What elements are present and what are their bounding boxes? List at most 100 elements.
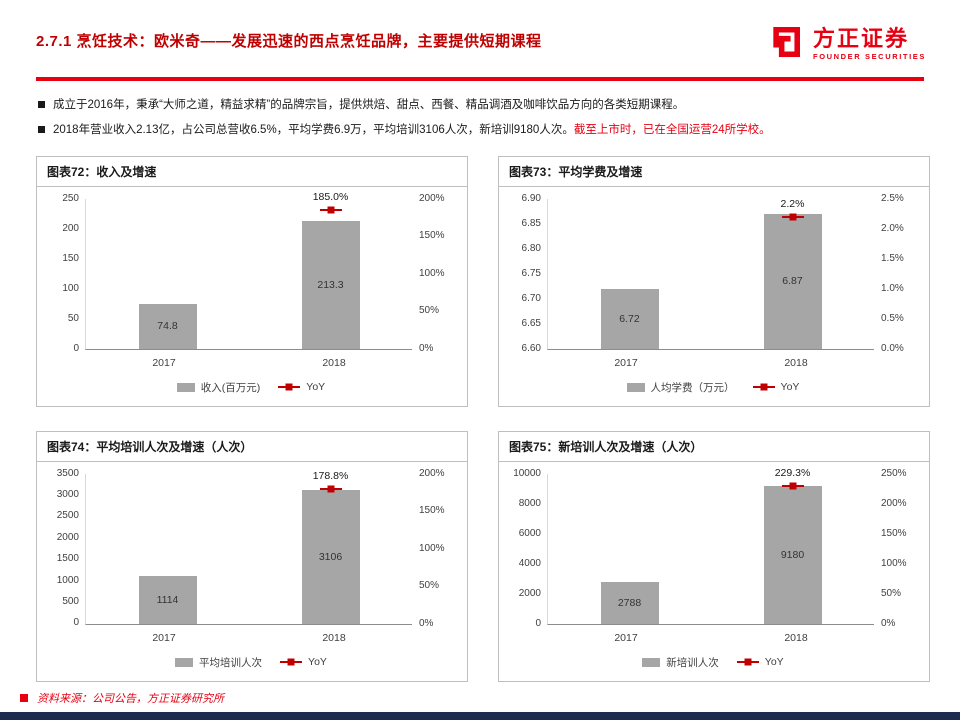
bullet-item: 2018年营业收入2.13亿，占公司总营收6.5%，平均学费6.9万，平均培训3… — [38, 122, 922, 139]
category-axis: 2017 2018 — [43, 629, 459, 644]
chart-legend: 收入(百万元) YoY — [43, 369, 459, 404]
yoy-value-label: 185.0% — [312, 190, 349, 203]
category-axis: 2017 2018 — [43, 354, 459, 369]
yoy-square-icon — [327, 206, 334, 214]
chart-title: 图表72：收入及增速 — [37, 157, 467, 187]
right-axis-tick: 2.5% — [881, 192, 904, 204]
right-axis-tick: 200% — [881, 497, 907, 509]
left-axis-tick: 200 — [62, 222, 79, 234]
bar: 2788 — [600, 581, 659, 624]
left-axis-tick: 3000 — [56, 488, 79, 500]
bar-value-label: 1114 — [156, 593, 179, 606]
yoy-value-label: 2.2% — [780, 197, 805, 210]
left-axis-tick: 8000 — [518, 497, 541, 509]
chart-body: 3500 3000 2500 2000 1500 1000 500 0 1114 3106 178… — [37, 462, 467, 681]
right-axis-tick: 150% — [419, 230, 445, 241]
bullet-text: 2018年营业收入2.13亿，占公司总营收6.5%，平均学费6.9万，平均培训3… — [53, 122, 771, 139]
yoy-value-label: 178.8% — [312, 470, 349, 483]
bar-group: 213.3 185.0% — [249, 191, 412, 349]
left-axis-ticks: 6.90 6.85 6.80 6.75 6.70 6.65 6.60 — [505, 192, 547, 354]
bar-value-label: 74.8 — [157, 320, 178, 333]
legend-yoy-label: YoY — [764, 656, 784, 668]
right-axis-tick: 150% — [881, 527, 907, 539]
right-axis-tick: 2.0% — [881, 222, 904, 234]
bar-value-label: 9180 — [780, 548, 805, 561]
category-label: 2017 — [152, 356, 176, 369]
legend-bar-swatch-icon — [176, 382, 195, 392]
left-axis-tick: 6.70 — [521, 292, 541, 304]
founder-logo-icon — [765, 22, 805, 67]
left-axis-tick: 250 — [62, 192, 79, 204]
bar-group: 2788 — [548, 474, 711, 624]
category-label: 2018 — [784, 356, 808, 369]
left-axis-tick: 2000 — [518, 587, 541, 599]
right-axis-ticks: 250% 200% 150% 100% 50% 0% — [874, 467, 921, 629]
bar-group: 9180 229.3% — [711, 467, 874, 624]
legend-yoy-label: YoY — [780, 381, 800, 393]
right-axis-tick: 0.5% — [881, 312, 904, 324]
plot-area: 2788 9180 229.3% — [547, 467, 874, 625]
bar-group: 6.87 2.2% — [711, 197, 874, 349]
left-axis-ticks: 3500 3000 2500 2000 1500 1000 500 0 — [43, 467, 85, 629]
chart-body: 10000 8000 6000 4000 2000 0 2788 9180 229.3% 25… — [499, 462, 929, 681]
right-axis-tick: 0% — [419, 342, 434, 354]
logo-en-text: FOUNDER SECURITIES — [813, 52, 926, 62]
right-axis-tick: 50% — [881, 587, 902, 599]
right-axis-tick: 0% — [419, 617, 434, 629]
bullet-text: 成立于2016年，秉承“大师之道，精益求精”的品牌宗旨，提供烘焙、甜点、西餐、精… — [53, 97, 684, 114]
left-axis-ticks: 10000 8000 6000 4000 2000 0 — [505, 468, 547, 629]
header: 2.7.1 烹饪技术：欧米奇——发展迅速的西点烹饪品牌，主要提供短期课程 方正证… — [0, 0, 960, 67]
bottom-navy-bar — [0, 712, 960, 720]
legend-yoy-swatch-icon — [752, 383, 775, 392]
legend-bar-swatch-icon — [626, 382, 645, 392]
right-axis-tick: 100% — [419, 267, 445, 279]
legend-bar-label: 平均培训人次 — [199, 656, 263, 669]
bar-value-label: 6.72 — [619, 312, 640, 325]
chart-legend: 新培训人次 YoY — [505, 644, 921, 679]
right-axis-tick: 50% — [419, 305, 440, 316]
left-axis-tick: 0 — [73, 617, 79, 629]
bar-group: 3106 178.8% — [249, 470, 412, 624]
right-axis-tick: 250% — [881, 467, 907, 479]
bullet-square-icon — [38, 101, 45, 108]
chart-legend: 人均学费（万元） YoY — [505, 369, 921, 404]
category-axis: 2017 2018 — [505, 629, 921, 644]
footer-square-icon — [20, 694, 28, 702]
yoy-square-icon — [744, 658, 752, 666]
left-axis-tick: 6.75 — [521, 267, 541, 279]
yoy-marker-icon — [781, 213, 804, 221]
left-axis-tick: 6.85 — [521, 217, 541, 229]
plot-row: 250 200 150 100 50 0 74.8 213.3 185.0% 200% 150%… — [43, 191, 459, 354]
category-label: 2018 — [322, 356, 346, 369]
bullet-text-main: 2018年营业收入2.13亿，占公司总营收6.5%，平均学费6.9万，平均培训3… — [53, 124, 574, 137]
bullet-text-highlight: 截至上市时，已在全国运营24所学校。 — [573, 124, 771, 137]
left-axis-tick: 1000 — [56, 574, 79, 586]
right-axis-tick: 1.0% — [881, 282, 904, 294]
legend-yoy-label: YoY — [308, 656, 327, 668]
right-axis-tick: 150% — [419, 505, 445, 516]
right-axis-tick: 0% — [881, 617, 896, 629]
left-axis-tick: 0 — [73, 342, 79, 354]
founder-securities-logo: 方正证券 FOUNDER SECURITIES — [765, 22, 926, 67]
category-label: 2018 — [784, 631, 808, 644]
bar-group: 74.8 — [86, 199, 249, 349]
yoy-value-label: 229.3% — [774, 466, 811, 479]
left-axis-tick: 6.65 — [521, 317, 541, 329]
yoy-square-icon — [287, 658, 295, 666]
left-axis-tick: 6.90 — [521, 192, 541, 204]
left-axis-ticks: 250 200 150 100 50 0 — [43, 192, 85, 354]
category-label: 2017 — [614, 356, 638, 369]
right-axis-ticks: 2.5% 2.0% 1.5% 1.0% 0.5% 0.0% — [874, 192, 921, 354]
right-axis-ticks: 200% 150% 100% 50% 0% — [412, 193, 459, 354]
category-axis: 2017 2018 — [505, 354, 921, 369]
bullet-item: 成立于2016年，秉承“大师之道，精益求精”的品牌宗旨，提供烘焙、甜点、西餐、精… — [38, 97, 922, 114]
chart-panel-avg-trainees: 图表74：平均培训人次及增速（人次） 3500 3000 2500 2000 1500 1… — [36, 430, 468, 682]
yoy-square-icon — [760, 383, 768, 391]
category-label: 2017 — [152, 631, 176, 644]
left-axis-tick: 3500 — [56, 467, 79, 479]
category-label: 2018 — [322, 631, 346, 644]
yoy-square-icon — [789, 213, 796, 220]
left-axis-tick: 6000 — [518, 527, 541, 539]
bar-value-label: 2788 — [617, 596, 642, 609]
